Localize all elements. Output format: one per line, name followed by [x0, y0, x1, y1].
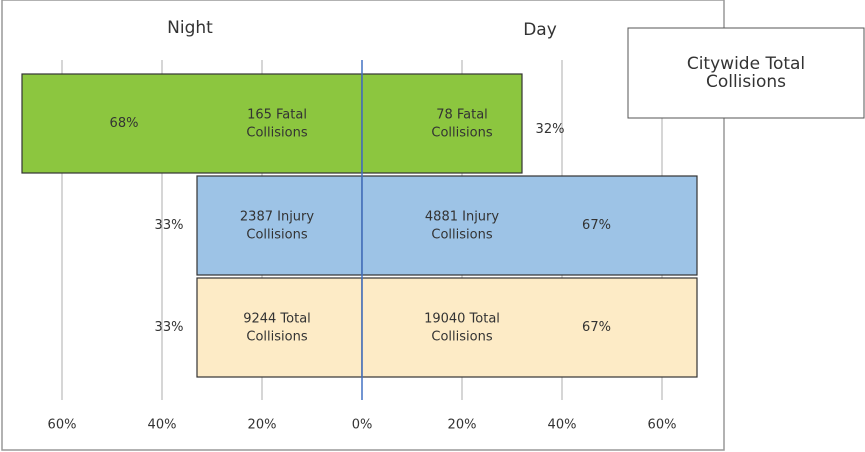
segment-label: 19040 Total Collisions [424, 311, 500, 344]
segment-label: 9244 Total Collisions [243, 311, 311, 344]
chart-title: Citywide Total Collisions [687, 54, 805, 92]
x-tick-label: 60% [648, 418, 677, 433]
segment-label: 2387 Injury Collisions [240, 209, 314, 242]
plot: 60% 40% 20% 0% 20% 40% 60% 165 Fatal Collisions 6… [21, 60, 698, 433]
x-tick-label: 20% [448, 418, 477, 433]
bar [196, 277, 363, 378]
bar [361, 73, 523, 174]
title-box [627, 27, 865, 119]
bar [21, 73, 363, 174]
bar [196, 175, 363, 276]
value-label: 68% [110, 116, 139, 131]
segment-label: 4881 Injury Collisions [425, 209, 499, 242]
side-label: Day [523, 20, 557, 40]
value-label: 67% [582, 218, 611, 233]
x-tick-label: 0% [352, 418, 373, 433]
value-label: 67% [582, 320, 611, 335]
segment-label: 78 Fatal Collisions [431, 107, 492, 140]
value-label: 33% [155, 218, 184, 233]
value-label: 33% [155, 320, 184, 335]
x-tick-label: 40% [548, 418, 577, 433]
bar [361, 277, 698, 378]
side-label: Night [167, 18, 213, 38]
x-tick-label: 40% [148, 418, 177, 433]
x-tick-label: 60% [48, 418, 77, 433]
bar [361, 175, 698, 276]
segment-label: 165 Fatal Collisions [246, 107, 307, 140]
x-tick-label: 20% [248, 418, 277, 433]
value-label: 32% [536, 122, 565, 137]
